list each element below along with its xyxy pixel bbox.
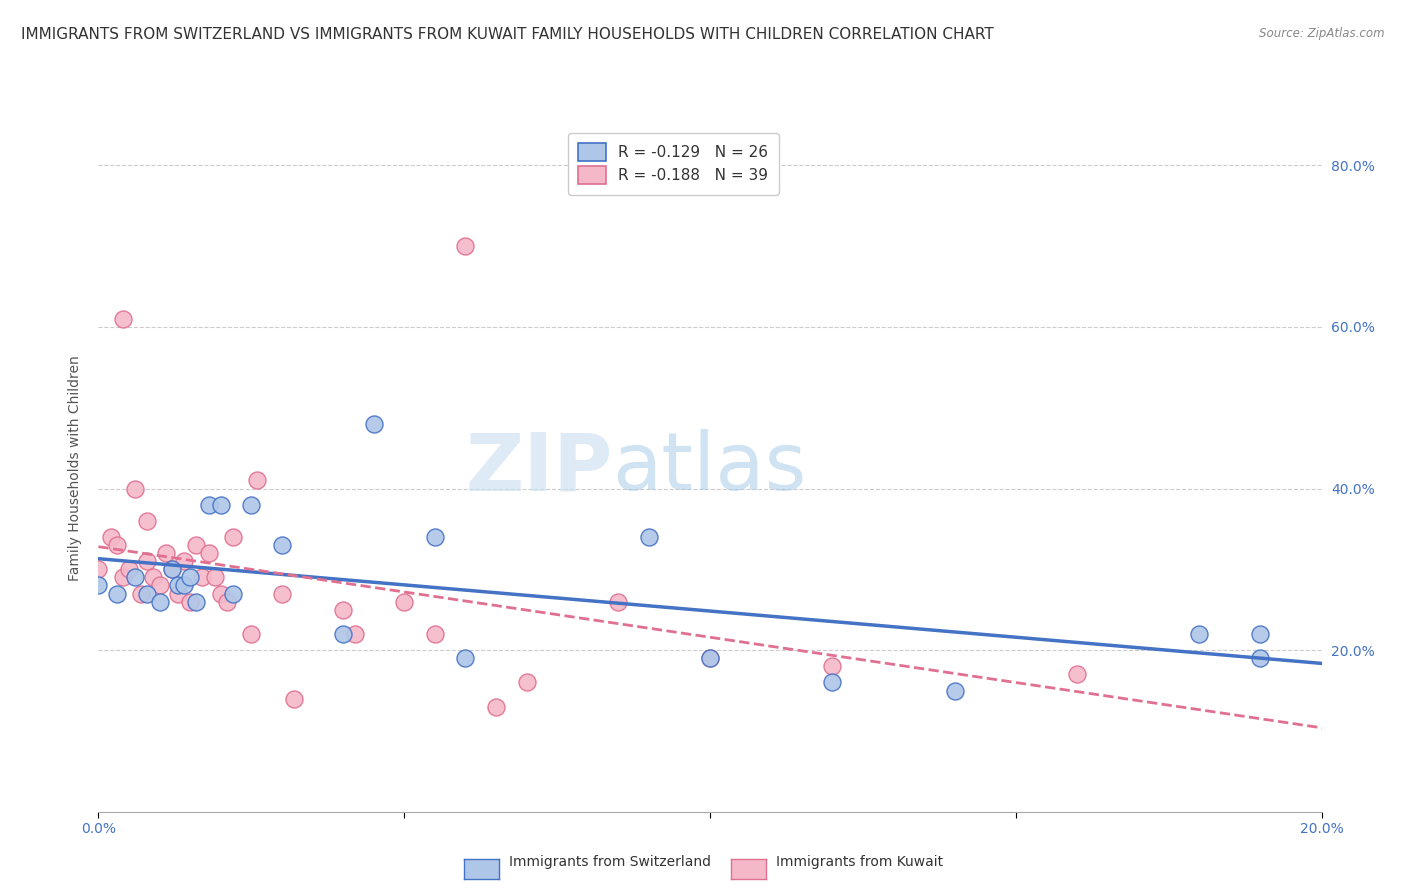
Point: [1249, 651, 1271, 665]
Point: [191, 570, 214, 584]
Point: [105, 586, 128, 600]
Point: [516, 675, 538, 690]
Point: [100, 530, 122, 544]
Point: [111, 570, 134, 584]
Point: [179, 594, 201, 608]
Point: [167, 586, 190, 600]
Point: [136, 514, 159, 528]
Point: [240, 627, 263, 641]
Point: [173, 578, 195, 592]
Point: [160, 562, 183, 576]
Point: [283, 691, 305, 706]
Point: [454, 239, 477, 253]
Point: [124, 482, 146, 496]
Point: [240, 498, 263, 512]
Point: [204, 570, 226, 584]
Point: [454, 651, 477, 665]
Point: [821, 659, 844, 673]
Point: [118, 562, 141, 576]
Point: [699, 651, 721, 665]
Point: [129, 586, 152, 600]
Point: [699, 651, 721, 665]
Point: [423, 530, 446, 544]
Point: [215, 594, 238, 608]
Text: Immigrants from Switzerland: Immigrants from Switzerland: [509, 855, 711, 869]
Text: Immigrants from Kuwait: Immigrants from Kuwait: [776, 855, 943, 869]
Point: [943, 683, 966, 698]
Point: [270, 538, 292, 552]
Text: atlas: atlas: [612, 429, 807, 508]
Point: [186, 538, 208, 552]
Point: [197, 498, 219, 512]
Point: [142, 570, 165, 584]
Point: [344, 627, 367, 641]
Text: IMMIGRANTS FROM SWITZERLAND VS IMMIGRANTS FROM KUWAIT FAMILY HOUSEHOLDS WITH CHI: IMMIGRANTS FROM SWITZERLAND VS IMMIGRANT…: [21, 27, 994, 42]
Point: [222, 586, 245, 600]
Point: [423, 627, 446, 641]
Point: [149, 594, 172, 608]
Point: [637, 530, 661, 544]
Point: [105, 538, 128, 552]
Point: [124, 570, 146, 584]
Point: [485, 699, 508, 714]
Text: Source: ZipAtlas.com: Source: ZipAtlas.com: [1260, 27, 1385, 40]
Point: [87, 562, 110, 576]
Point: [1188, 627, 1211, 641]
Point: [173, 554, 195, 568]
Point: [332, 627, 354, 641]
Point: [160, 562, 183, 576]
Point: [167, 578, 190, 592]
Point: [222, 530, 245, 544]
Point: [332, 603, 354, 617]
Legend: R = -0.129   N = 26, R = -0.188   N = 39: R = -0.129 N = 26, R = -0.188 N = 39: [568, 133, 779, 194]
Point: [607, 594, 630, 608]
Point: [209, 498, 232, 512]
Point: [197, 546, 219, 560]
Point: [136, 586, 159, 600]
Point: [136, 554, 159, 568]
Point: [87, 578, 110, 592]
Point: [149, 578, 172, 592]
Text: ZIP: ZIP: [465, 429, 612, 508]
Point: [1066, 667, 1088, 681]
Point: [186, 594, 208, 608]
Y-axis label: Family Households with Children: Family Households with Children: [69, 355, 83, 582]
Point: [155, 546, 177, 560]
Point: [209, 586, 232, 600]
Point: [363, 417, 385, 431]
Point: [392, 594, 416, 608]
Point: [821, 675, 844, 690]
Point: [111, 311, 134, 326]
Point: [246, 474, 269, 488]
Point: [1249, 627, 1271, 641]
Point: [179, 570, 201, 584]
Point: [270, 586, 292, 600]
